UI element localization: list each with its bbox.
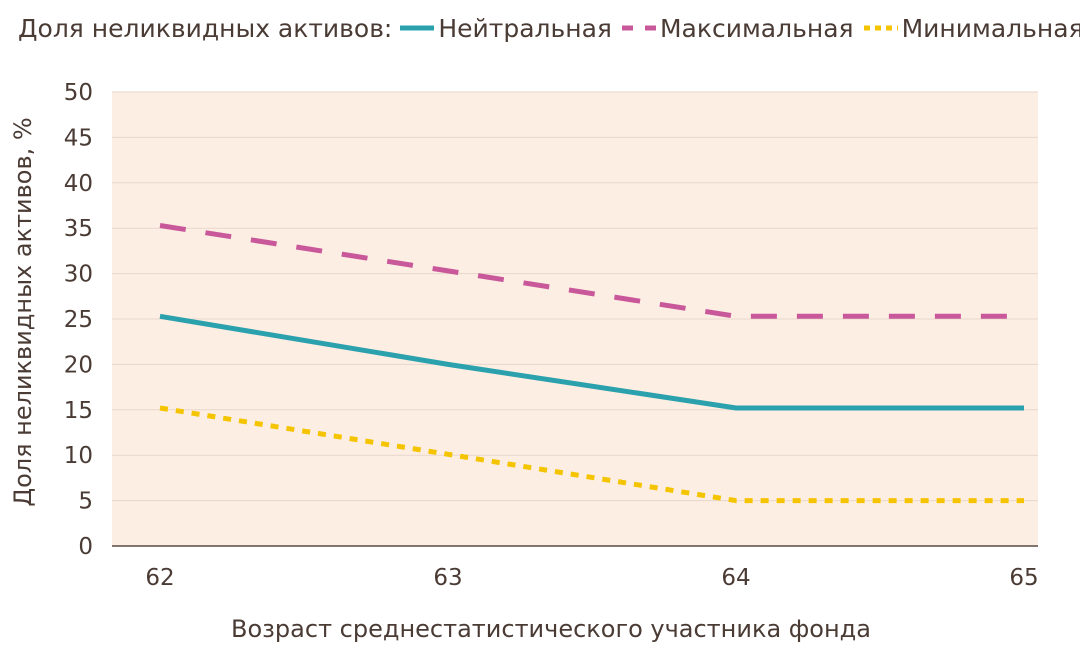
x-tick-label: 62 (145, 565, 174, 591)
legend-label: Минимальная (901, 13, 1080, 43)
x-axis-title: Возраст среднестатистического участника … (231, 615, 871, 643)
y-tick-label: 30 (64, 262, 93, 288)
y-tick-label: 25 (64, 307, 93, 333)
series-line-dotted (159, 405, 1024, 504)
y-tick-label: 20 (64, 352, 93, 378)
y-tick-label: 40 (64, 171, 93, 197)
legend-label: Нейтральная (438, 13, 612, 43)
legend-label: Максимальная (659, 13, 854, 43)
x-axis-ticks: 62 63 64 65 (145, 565, 1038, 591)
legend-item: Минимальная (863, 13, 1080, 43)
y-tick-label: 50 (64, 80, 93, 106)
y-tick-label: 5 (78, 489, 93, 515)
y-tick-label: 45 (64, 125, 93, 151)
y-tick-label: 10 (64, 443, 93, 469)
series-line-solid (159, 313, 1024, 411)
legend-item: Максимальная (621, 13, 854, 43)
y-axis-title: Доля неликвидных активов, % (9, 117, 37, 506)
x-tick-label: 63 (433, 565, 462, 591)
legend-swatch (863, 25, 898, 31)
legend-swatch (621, 25, 656, 31)
legend-title: Доля неликвидных активов: (18, 13, 393, 43)
y-tick-label: 35 (64, 216, 93, 242)
x-tick-label: 64 (721, 565, 750, 591)
y-axis-ticks: 0 5 10 15 20 25 30 35 40 45 50 (64, 80, 93, 560)
y-tick-label: 15 (64, 398, 93, 424)
y-tick-label: 0 (78, 534, 93, 560)
legend-swatch (400, 25, 435, 31)
series-line-dashed (159, 223, 1024, 319)
series-layer (159, 223, 1024, 504)
legend-item: Нейтральная (400, 14, 612, 43)
x-tick-label: 65 (1009, 565, 1038, 591)
chart-legend: Доля неликвидных активов: Нейтральная Мак… (18, 10, 1080, 46)
